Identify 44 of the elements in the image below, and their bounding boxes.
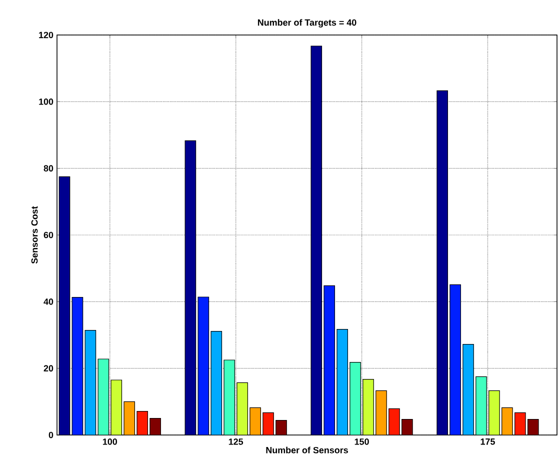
y-tick-label: 60 — [44, 232, 54, 238]
bar — [376, 390, 387, 435]
bar — [476, 376, 487, 435]
x-tick-label: 100 — [102, 438, 118, 445]
y-tick-label: 0 — [48, 432, 54, 438]
bar — [350, 362, 361, 435]
bar — [388, 408, 400, 435]
bar — [311, 46, 322, 435]
bar — [450, 284, 461, 435]
y-tick-label: 80 — [44, 165, 54, 172]
bar — [262, 412, 274, 435]
bar — [84, 330, 96, 435]
y-tick-label: 40 — [44, 298, 54, 305]
bar — [136, 411, 148, 435]
bar — [198, 296, 210, 435]
bar — [276, 420, 287, 435]
bar — [514, 412, 526, 435]
bar — [488, 390, 500, 435]
x-axis-title: Number of Sensors — [266, 446, 348, 454]
y-axis-title: Sensors Cost — [31, 206, 38, 264]
bar — [124, 401, 136, 435]
bar — [236, 382, 248, 435]
bar — [150, 418, 161, 435]
y-tick-label: 20 — [44, 365, 54, 372]
bar — [250, 407, 261, 435]
bar — [110, 380, 122, 435]
bar — [462, 344, 474, 435]
bar — [72, 297, 84, 435]
chart-title: Number of Targets = 40 — [258, 19, 356, 28]
bar — [184, 140, 196, 435]
bar — [224, 360, 236, 435]
bar — [502, 407, 513, 435]
x-tick-label: 125 — [228, 438, 244, 445]
bar — [210, 331, 222, 435]
bar — [362, 379, 374, 435]
bar — [324, 285, 336, 435]
bar — [336, 329, 348, 435]
y-tick-label: 120 — [39, 32, 54, 38]
y-tick-label: 100 — [39, 98, 54, 105]
bar — [58, 176, 70, 435]
x-tick-label: 175 — [480, 438, 495, 445]
bar — [98, 358, 110, 435]
bar — [436, 90, 448, 435]
x-tick-label: 150 — [354, 438, 369, 445]
